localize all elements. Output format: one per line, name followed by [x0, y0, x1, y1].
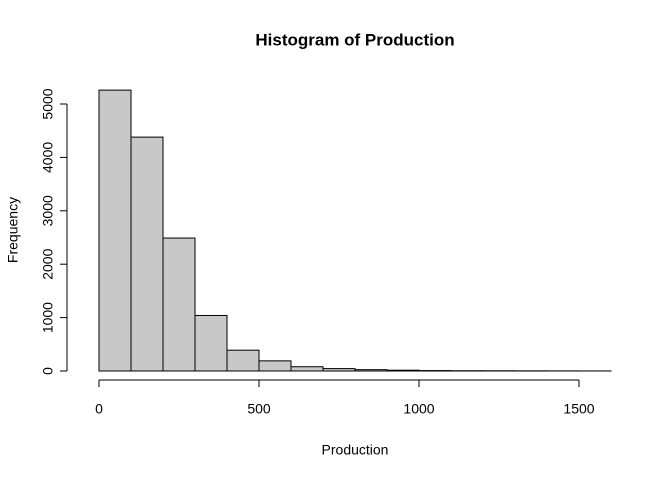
- x-axis-label: Production: [322, 442, 389, 458]
- bar: [226, 349, 260, 372]
- y-axis-label: Frequency: [5, 197, 21, 263]
- bar: [322, 368, 356, 372]
- x-tick-label: 0: [95, 401, 103, 417]
- bar: [130, 136, 164, 372]
- x-tick-label: 1000: [403, 401, 434, 417]
- x-tick-label: 500: [247, 401, 271, 417]
- bar: [386, 369, 420, 372]
- y-tick-label: 4000: [40, 142, 56, 173]
- bar: [194, 314, 228, 372]
- y-tick-label: 5000: [40, 88, 56, 119]
- y-tick-label: 1000: [40, 302, 56, 333]
- y-tick-label: 3000: [40, 195, 56, 226]
- chart-title: Histogram of Production: [255, 30, 454, 49]
- y-tick-label: 2000: [40, 248, 56, 279]
- bar: [354, 369, 388, 372]
- bar: [162, 237, 196, 372]
- bar: [258, 360, 292, 372]
- y-tick-label: 0: [40, 367, 56, 375]
- bar: [290, 366, 324, 372]
- bar: [98, 89, 132, 372]
- x-tick-label: 1500: [563, 401, 594, 417]
